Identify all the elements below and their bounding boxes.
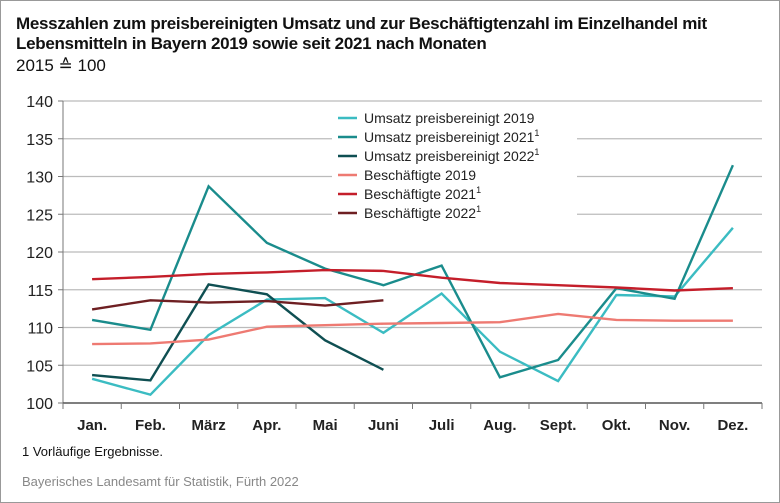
legend-label: Beschäftigte 20211	[364, 185, 481, 202]
legend-footnote-marker: 1	[476, 185, 481, 195]
chart-subtitle: 2015 ≙ 100	[16, 56, 106, 75]
source-note: Bayerisches Landesamt für Statistik, Für…	[22, 474, 299, 489]
series-line	[91, 299, 384, 311]
y-tick-label: 135	[26, 132, 53, 149]
x-tick-label: Apr.	[252, 417, 281, 434]
x-tick-label: Sept.	[540, 417, 577, 434]
y-tick-label: 115	[27, 283, 53, 300]
y-tick-label: 105	[26, 358, 53, 375]
x-tick-label: März	[192, 417, 226, 434]
x-tick-label: Nov.	[659, 417, 690, 434]
legend-label: Beschäftigte 20221	[364, 204, 481, 221]
x-tick-label: Jan.	[77, 417, 107, 434]
footnote: 1 Vorläufige Ergebnisse.	[22, 444, 163, 459]
legend-footnote-marker: 1	[476, 204, 481, 214]
y-tick-label: 125	[26, 207, 53, 224]
x-tick-label: Juni	[368, 417, 399, 434]
legend-label: Umsatz preisbereinigt 2019	[364, 110, 535, 126]
series-line	[91, 227, 734, 397]
series-line	[92, 268, 733, 292]
chart-title: Messzahlen zum preisbereinigten Umsatz u…	[16, 14, 707, 53]
x-tick-label: Feb.	[135, 417, 166, 434]
x-tick-label: Aug.	[483, 417, 516, 434]
y-tick-label: 140	[26, 94, 53, 111]
legend-label: Umsatz preisbereinigt 20221	[364, 147, 539, 164]
x-tick-label: Mai	[313, 417, 338, 434]
legend-label: Umsatz preisbereinigt 20211	[364, 128, 539, 145]
y-tick-label: 100	[26, 396, 53, 413]
y-tick-label: 120	[26, 245, 53, 262]
legend-background	[332, 108, 577, 226]
x-tick-label: Dez.	[717, 417, 748, 434]
x-tick-label: Juli	[429, 417, 455, 434]
series-line	[92, 312, 733, 346]
legend-label: Beschäftigte 2019	[364, 167, 476, 183]
legend-footnote-marker: 1	[534, 147, 539, 157]
legend-footnote-marker: 1	[534, 128, 539, 138]
x-tick-label: Okt.	[602, 417, 631, 434]
series-line	[91, 283, 384, 382]
y-tick-label: 130	[26, 170, 53, 187]
y-tick-label: 110	[27, 321, 53, 338]
